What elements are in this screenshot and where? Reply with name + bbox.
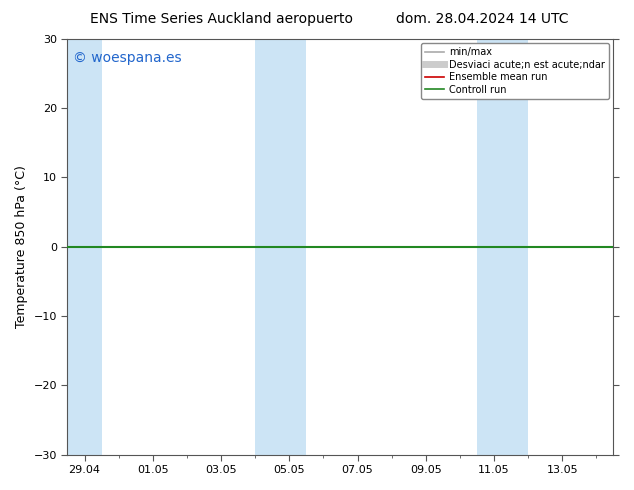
Bar xyxy=(255,39,306,455)
Text: ENS Time Series Auckland aeropuerto: ENS Time Series Auckland aeropuerto xyxy=(91,12,353,26)
Text: dom. 28.04.2024 14 UTC: dom. 28.04.2024 14 UTC xyxy=(396,12,568,26)
Bar xyxy=(477,39,528,455)
Legend: min/max, Desviaci acute;n est acute;ndar, Ensemble mean run, Controll run: min/max, Desviaci acute;n est acute;ndar… xyxy=(420,44,609,98)
Bar xyxy=(67,39,101,455)
Text: © woespana.es: © woespana.es xyxy=(73,51,181,65)
Y-axis label: Temperature 850 hPa (°C): Temperature 850 hPa (°C) xyxy=(15,165,28,328)
